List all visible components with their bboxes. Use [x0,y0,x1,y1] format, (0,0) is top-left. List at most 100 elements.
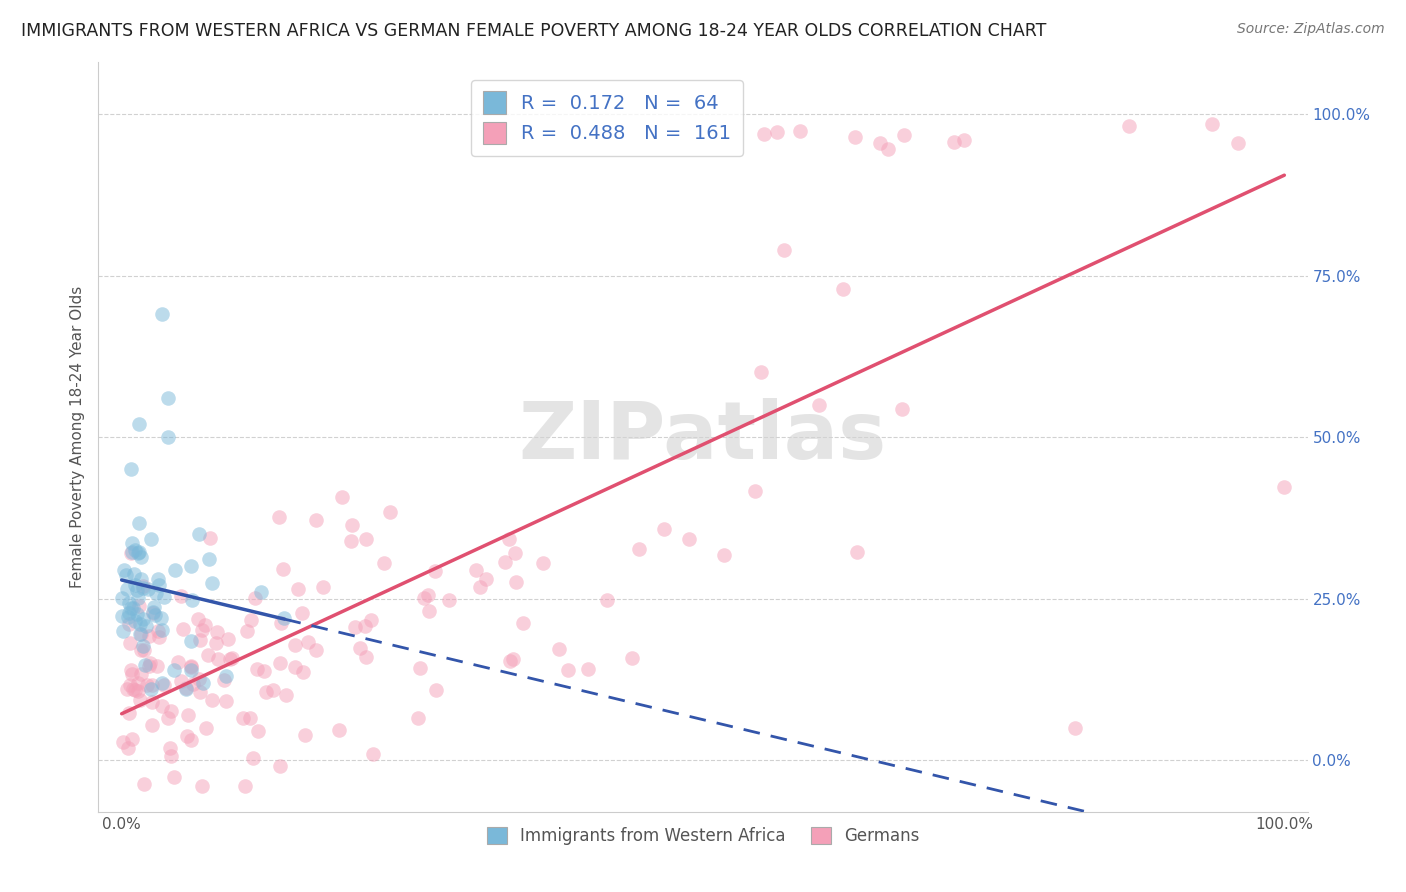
Point [148,578,170,592]
Point [120,600,142,615]
Point [188,672,211,686]
Point [845,545,868,559]
Point [557,664,579,678]
Point [267,510,290,524]
Point [120,546,142,560]
Point [180,592,202,607]
Point [283,660,305,674]
Point [121,731,143,746]
Point [408,661,430,675]
Point [1226,136,1249,151]
Point [191,623,214,637]
Point [183,677,205,691]
Point [141,678,163,692]
Point [114,563,136,577]
Point [207,652,229,666]
Point [242,751,264,765]
Point [176,730,198,744]
Y-axis label: Female Poverty Among 18-24 Year Olds: Female Poverty Among 18-24 Year Olds [69,286,84,588]
Point [343,620,366,634]
Point [247,724,270,739]
Point [412,591,434,605]
Point [120,635,142,649]
Point [505,546,527,560]
Point [254,684,277,698]
Point [235,779,257,793]
Point [465,563,488,577]
Point [831,281,853,295]
Point [188,632,211,647]
Point [305,643,328,657]
Point [118,595,141,609]
Point [1118,119,1140,133]
Point [124,567,146,582]
Point [246,662,269,676]
Point [142,599,165,614]
Point [201,576,224,591]
Point [170,589,193,603]
Point [498,532,520,546]
Legend: Immigrants from Western Africa, Germans: Immigrants from Western Africa, Germans [479,821,927,852]
Point [236,624,259,639]
Point [120,678,142,692]
Point [149,611,172,625]
Point [111,734,134,748]
Point [157,392,180,406]
Point [627,541,650,556]
Point [132,612,155,626]
Point [128,417,150,432]
Point [678,533,700,547]
Point [111,608,134,623]
Text: ZIPatlas: ZIPatlas [519,398,887,476]
Point [294,728,316,742]
Point [127,676,149,690]
Point [942,135,965,149]
Point [891,401,914,416]
Point [146,624,169,639]
Point [180,733,202,747]
Point [128,599,150,613]
Point [416,588,439,602]
Point [270,616,292,631]
Point [121,545,143,559]
Point [349,641,371,656]
Point [141,695,163,709]
Point [187,612,209,626]
Point [744,484,766,499]
Point [167,655,190,669]
Point [138,582,160,597]
Point [127,583,149,598]
Point [494,555,516,569]
Point [620,651,643,665]
Point [129,667,152,681]
Point [159,740,181,755]
Point [145,658,167,673]
Point [129,573,152,587]
Text: IMMIGRANTS FROM WESTERN AFRICA VS GERMAN FEMALE POVERTY AMONG 18-24 YEAR OLDS CO: IMMIGRANTS FROM WESTERN AFRICA VS GERMAN… [21,22,1046,40]
Point [153,591,176,605]
Point [284,638,307,652]
Point [129,549,152,564]
Point [150,624,173,638]
Point [808,398,831,412]
Point [118,616,141,631]
Point [869,136,891,150]
Point [713,548,735,562]
Point [205,625,228,640]
Point [356,649,378,664]
Point [134,658,156,673]
Point [502,652,524,666]
Point [156,711,179,725]
Point [121,601,143,615]
Point [468,580,491,594]
Point [188,685,211,699]
Point [143,607,166,622]
Point [191,675,214,690]
Point [163,770,186,784]
Point [115,681,138,696]
Point [221,651,243,665]
Point [271,561,294,575]
Point [749,366,772,380]
Point [188,527,211,541]
Text: Source: ZipAtlas.com: Source: ZipAtlas.com [1237,22,1385,37]
